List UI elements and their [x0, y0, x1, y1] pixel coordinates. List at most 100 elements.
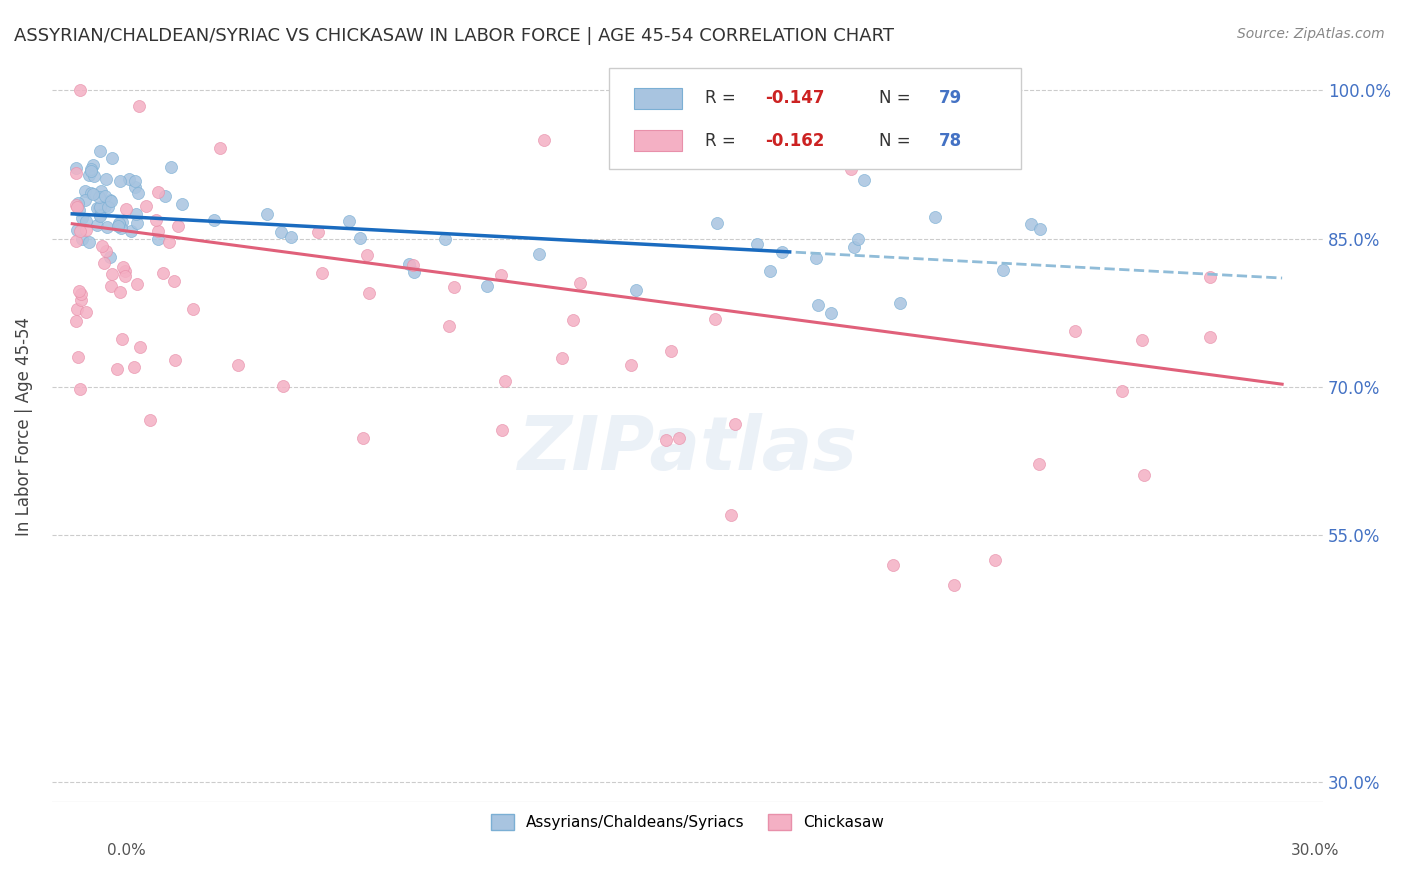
- Point: [80, 186, 103, 201]
- Point: [89, 209, 111, 223]
- Text: 0.0%: 0.0%: [107, 843, 146, 858]
- Point: [1064, 324, 1087, 338]
- Point: [437, 319, 460, 334]
- Text: N =: N =: [879, 132, 917, 150]
- Point: [79, 161, 101, 176]
- Point: [65, 161, 87, 176]
- Text: N =: N =: [879, 89, 917, 107]
- Point: [443, 280, 465, 294]
- Point: [398, 257, 420, 271]
- Point: [402, 258, 425, 272]
- Point: [256, 207, 278, 221]
- Point: [127, 186, 149, 200]
- Point: [70, 286, 93, 301]
- Point: [125, 206, 148, 220]
- Point: [984, 553, 1007, 567]
- Point: [105, 362, 128, 376]
- Point: [73, 184, 96, 198]
- Point: [66, 350, 89, 364]
- Point: [1130, 333, 1153, 347]
- Point: [924, 210, 946, 224]
- Point: [357, 286, 380, 301]
- Point: [89, 209, 111, 223]
- Point: [100, 279, 122, 293]
- FancyBboxPatch shape: [609, 68, 1021, 169]
- Point: [96, 220, 118, 235]
- Point: [65, 198, 87, 212]
- Point: [1111, 384, 1133, 399]
- Point: [349, 231, 371, 245]
- Point: [167, 219, 190, 234]
- Point: [96, 244, 118, 258]
- Point: [120, 224, 142, 238]
- Point: [491, 423, 513, 437]
- Text: -0.162: -0.162: [765, 132, 824, 150]
- Point: [79, 235, 101, 250]
- Point: [124, 359, 146, 374]
- Point: [110, 174, 132, 188]
- Point: [146, 224, 169, 238]
- Point: [307, 226, 329, 240]
- Point: [110, 221, 132, 235]
- Text: R =: R =: [706, 89, 741, 107]
- Point: [620, 358, 643, 372]
- Point: [90, 184, 112, 198]
- Text: ASSYRIAN/CHALDEAN/SYRIAC VS CHICKASAW IN LABOR FORCE | AGE 45-54 CORRELATION CHA: ASSYRIAN/CHALDEAN/SYRIAC VS CHICKASAW IN…: [14, 27, 894, 45]
- Point: [724, 417, 747, 432]
- Point: [67, 195, 90, 210]
- Point: [66, 301, 89, 316]
- Point: [118, 172, 141, 186]
- Point: [943, 577, 966, 591]
- Point: [65, 166, 87, 180]
- Point: [352, 431, 374, 445]
- Point: [66, 223, 89, 237]
- Point: [135, 199, 157, 213]
- Point: [98, 250, 121, 264]
- Point: [114, 264, 136, 278]
- Point: [356, 248, 378, 262]
- Point: [146, 185, 169, 199]
- Point: [112, 260, 135, 275]
- Point: [271, 379, 294, 393]
- Point: [163, 274, 186, 288]
- Point: [280, 230, 302, 244]
- Text: ZIPatlas: ZIPatlas: [517, 412, 858, 485]
- Point: [70, 232, 93, 246]
- Point: [65, 200, 87, 214]
- Point: [89, 202, 111, 216]
- Point: [841, 162, 863, 177]
- Point: [82, 186, 104, 201]
- Point: [114, 268, 136, 283]
- Point: [703, 311, 725, 326]
- Point: [148, 232, 170, 246]
- Point: [69, 382, 91, 396]
- Point: [706, 216, 728, 230]
- Point: [654, 433, 676, 447]
- Point: [100, 194, 122, 209]
- FancyBboxPatch shape: [634, 130, 682, 152]
- Point: [311, 266, 333, 280]
- Point: [139, 413, 162, 427]
- Point: [145, 213, 167, 227]
- Point: [529, 247, 551, 261]
- Text: -0.147: -0.147: [765, 89, 824, 107]
- Point: [181, 302, 204, 317]
- Point: [202, 213, 225, 227]
- Point: [1198, 270, 1220, 285]
- Point: [1029, 221, 1052, 235]
- Point: [533, 133, 555, 147]
- Point: [659, 343, 682, 358]
- Point: [80, 164, 103, 178]
- Point: [820, 306, 842, 320]
- Point: [83, 169, 105, 183]
- Point: [108, 216, 131, 230]
- Y-axis label: In Labor Force | Age 45-54: In Labor Force | Age 45-54: [15, 317, 32, 536]
- Point: [65, 314, 87, 328]
- Point: [270, 225, 292, 239]
- Point: [124, 174, 146, 188]
- Point: [94, 172, 117, 186]
- Point: [89, 200, 111, 214]
- Point: [433, 232, 456, 246]
- Point: [73, 193, 96, 207]
- Text: 78: 78: [939, 132, 962, 150]
